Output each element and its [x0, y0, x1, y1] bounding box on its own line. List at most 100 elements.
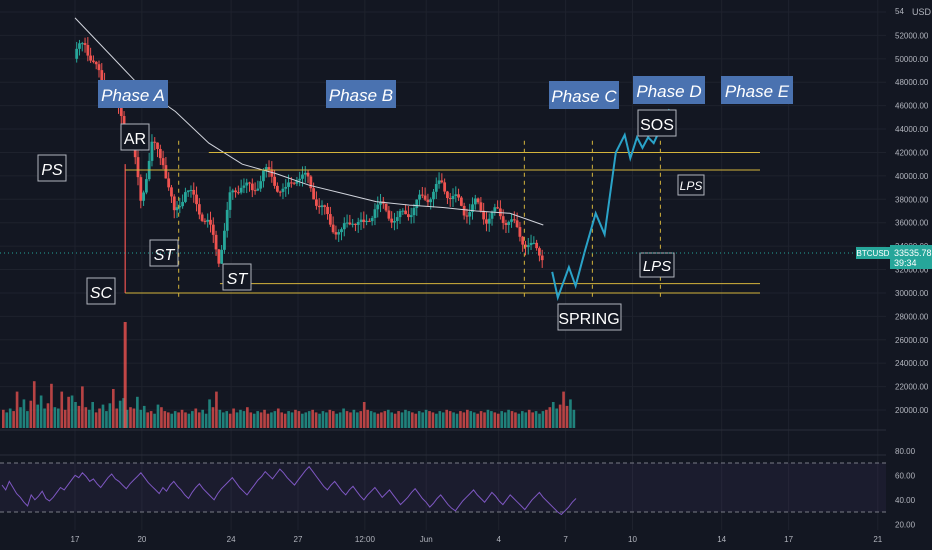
volume-bar — [184, 412, 187, 428]
candle-body — [281, 188, 285, 192]
volume-bar — [32, 381, 36, 428]
candle-body — [156, 142, 159, 149]
candle-body — [239, 187, 243, 193]
candle-body — [323, 205, 327, 207]
candle-body — [326, 206, 329, 215]
volume-bar — [142, 405, 146, 428]
volume-bar — [118, 400, 122, 428]
candle-body — [242, 185, 246, 188]
candle-body — [295, 180, 299, 184]
volume-bar — [479, 411, 483, 428]
volume-bar — [173, 411, 177, 428]
volume-bar — [307, 411, 311, 428]
time-tick-label: 4 — [496, 535, 501, 544]
candle-body — [270, 169, 274, 177]
candle-body — [354, 223, 357, 225]
volume-bar — [459, 411, 462, 428]
candle-body — [206, 219, 210, 222]
volume-bar — [569, 399, 572, 428]
candle-body — [236, 192, 240, 194]
volume-bar — [136, 396, 139, 428]
price-tick-label: 42000.00 — [895, 148, 929, 157]
candle-body — [94, 61, 98, 65]
volume-bar — [331, 411, 335, 428]
volume-bar — [101, 404, 105, 428]
price-axis[interactable]: USD 52000.00 50000.00 48000.00 46000.00 4400… — [895, 7, 932, 415]
volume-bar — [369, 411, 373, 428]
candle-body — [267, 167, 271, 170]
candle-body — [437, 180, 441, 184]
volume-bar — [318, 413, 321, 428]
price-tick-label: 30000.00 — [895, 289, 929, 298]
candle-body — [175, 207, 179, 211]
candle-body — [345, 222, 349, 224]
volume-bar — [53, 407, 57, 428]
time-tick-label: 24 — [227, 535, 236, 544]
candle-body — [451, 195, 455, 200]
volume-bar — [555, 408, 559, 428]
price-tick-label: 38000.00 — [895, 195, 929, 204]
candle-body — [334, 232, 338, 235]
volume-bar — [115, 408, 119, 428]
candle-body — [457, 194, 460, 198]
candle-body — [521, 236, 525, 245]
candle-body — [524, 244, 527, 248]
candle-body — [192, 189, 196, 195]
volume-bar — [256, 411, 259, 428]
candle-body — [404, 210, 408, 215]
volume-bar — [483, 412, 486, 428]
candle-body — [264, 167, 268, 170]
candle-body — [195, 194, 198, 205]
currency-label: USD — [912, 7, 932, 17]
volume-bar — [26, 411, 29, 428]
candle-body — [150, 141, 154, 161]
volume-bar — [438, 411, 442, 428]
volume-bar — [304, 412, 308, 428]
phase-c-box — [549, 81, 619, 109]
candle-body — [362, 219, 366, 223]
candle-body — [476, 198, 480, 203]
price-tick-label: 52000.00 — [895, 31, 929, 40]
price-tick-label: 20000.00 — [895, 406, 929, 415]
st-label-2: ST — [227, 271, 249, 288]
candle-body — [401, 210, 405, 212]
candle-body — [504, 223, 508, 225]
last-price-tag: BTCUSD 33535.78 39:34 — [0, 245, 932, 269]
volume-bar — [60, 391, 64, 428]
volume-bar — [486, 409, 490, 428]
volume-bar — [421, 412, 424, 428]
candle-body — [426, 199, 430, 203]
volume-bar — [12, 411, 15, 428]
volume-bar — [287, 411, 290, 428]
volume-bar — [36, 404, 40, 428]
candle-body — [393, 221, 396, 223]
volume-bar — [139, 409, 143, 428]
symbol-label: BTCUSD — [857, 249, 890, 258]
volume-bar — [507, 409, 510, 428]
volume-bar — [180, 409, 184, 428]
rsi-band — [0, 463, 886, 512]
volume-bar — [383, 411, 387, 428]
candle-body — [526, 245, 530, 248]
volume-bar — [266, 413, 270, 428]
candle-body — [317, 205, 321, 208]
volume-bar — [572, 409, 576, 428]
volume-bar — [239, 409, 242, 428]
time-tick-label: 7 — [563, 535, 568, 544]
volume-bar — [342, 408, 345, 428]
candle-body — [303, 172, 307, 175]
candle-body — [287, 182, 290, 187]
price-tick-label: 54 — [895, 7, 904, 16]
candle-body — [471, 204, 474, 213]
volume-bar — [366, 409, 369, 428]
candle-body — [234, 190, 237, 193]
time-axis[interactable]: 17 20 24 27 12:00 Jun 4 7 10 14 17 21 — [71, 535, 883, 544]
volume-bar — [204, 413, 208, 428]
volume-bar — [565, 405, 569, 428]
candle-body — [315, 199, 318, 206]
volume-bar — [5, 412, 9, 428]
candle-body — [161, 158, 165, 166]
time-tick-label: 14 — [717, 535, 726, 544]
volume-bar — [455, 413, 459, 428]
